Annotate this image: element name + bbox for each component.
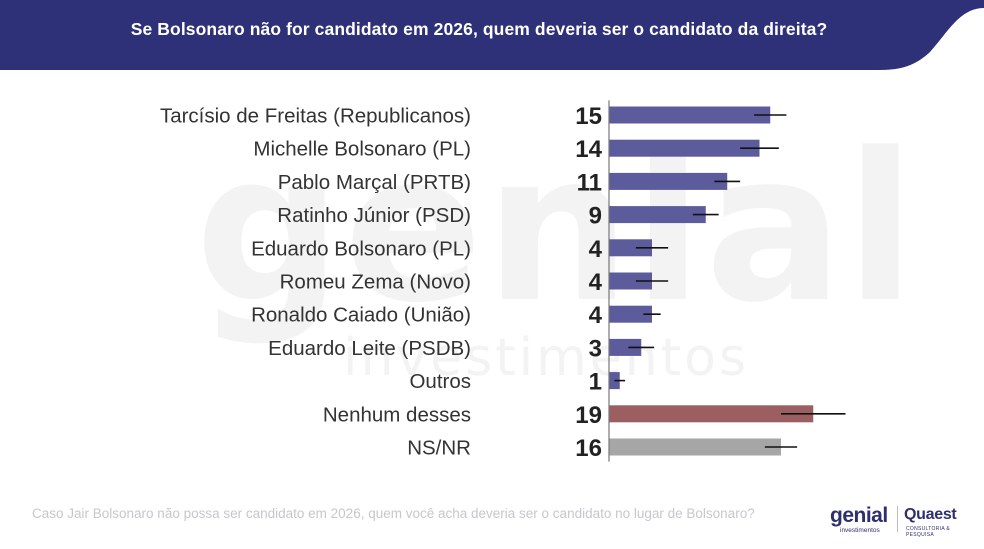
category-label: Outros <box>409 370 471 393</box>
question-footnote: Caso Jair Bolsonaro não possa ser candid… <box>32 506 755 521</box>
bar <box>609 139 760 157</box>
category-label: Nenhum desses <box>323 403 471 426</box>
category-label: Pablo Marçal (PRTB) <box>278 171 471 194</box>
header-banner <box>0 0 984 70</box>
value-label: 4 <box>589 302 603 329</box>
value-label: 9 <box>589 203 602 230</box>
value-label: 1 <box>589 369 602 396</box>
bar <box>609 172 728 190</box>
value-label: 19 <box>575 402 602 429</box>
bar <box>609 206 706 224</box>
bar <box>609 405 814 423</box>
logo-divider <box>897 506 898 532</box>
bar <box>609 438 781 456</box>
category-label: Ratinho Júnior (PSD) <box>277 204 471 227</box>
bar <box>609 106 771 124</box>
genial-logo: genial <box>830 504 888 527</box>
category-label: Tarcísio de Freitas (Republicanos) <box>160 105 471 128</box>
category-label: Romeu Zema (Novo) <box>280 271 471 294</box>
quaest-logo-sub: CONSULTORIA & PESQUISA <box>906 526 951 538</box>
category-label: Eduardo Leite (PSDB) <box>268 337 471 360</box>
value-label: 16 <box>575 435 602 462</box>
quaest-logo: Quaest <box>904 506 957 523</box>
chart-title: Se Bolsonaro não for candidato em 2026, … <box>130 19 828 39</box>
bar <box>609 305 652 323</box>
value-label: 11 <box>577 169 602 196</box>
bar <box>609 272 652 290</box>
value-label: 15 <box>575 103 602 130</box>
value-label: 4 <box>589 269 603 296</box>
bar-chart: Tarcísio de Freitas (Republicanos) 15 Mich… <box>160 100 846 462</box>
category-label: Ronaldo Caiado (União) <box>251 304 471 327</box>
category-label: NS/NR <box>407 437 471 460</box>
genial-logo-sub: investimentos <box>840 527 880 534</box>
value-label: 14 <box>575 136 602 163</box>
value-label: 3 <box>589 335 602 362</box>
category-label: Eduardo Bolsonaro (PL) <box>251 237 471 260</box>
value-label: 4 <box>589 236 603 263</box>
bar <box>609 338 642 356</box>
category-label: Michelle Bolsonaro (PL) <box>253 138 471 161</box>
bar <box>609 239 652 257</box>
logos: genial investimentos Quaest CONSULTORIA … <box>826 502 966 538</box>
